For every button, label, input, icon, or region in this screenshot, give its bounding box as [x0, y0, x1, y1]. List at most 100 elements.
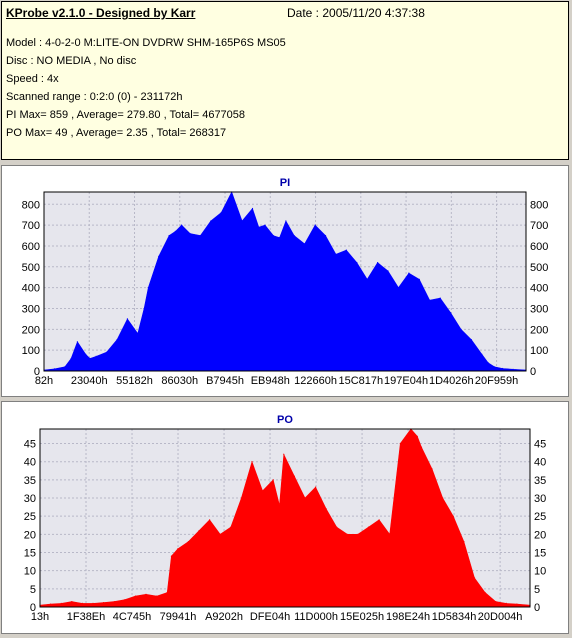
y-tick-label-right: 40 — [534, 457, 546, 469]
data-point — [387, 270, 389, 272]
data-point — [473, 577, 476, 579]
data-point — [126, 318, 128, 320]
data-point — [53, 368, 56, 370]
data-point — [177, 548, 179, 550]
data-point — [262, 490, 264, 492]
y-tick-label-right: 400 — [530, 283, 548, 295]
data-point — [170, 555, 172, 557]
data-point — [314, 224, 316, 226]
data-point — [143, 307, 145, 310]
y-tick-label-right: 500 — [530, 262, 548, 274]
data-point — [416, 435, 418, 437]
data-point — [357, 533, 359, 535]
y-tick-label-right: 5 — [534, 584, 540, 596]
data-point — [470, 339, 472, 341]
plot-frame — [39, 428, 531, 608]
data-point — [81, 602, 83, 604]
data-point — [189, 232, 191, 235]
data-point — [174, 230, 176, 232]
y-tick-label-right: 35 — [534, 475, 546, 487]
y-tick-label-right: 30 — [534, 493, 546, 505]
x-tick-label: 1F38Eh — [67, 611, 106, 623]
data-point — [137, 332, 139, 335]
x-tick-label: 23040h — [71, 375, 108, 387]
data-point — [484, 591, 486, 594]
data-point — [325, 508, 327, 510]
data-point — [70, 357, 72, 360]
data-point — [71, 601, 73, 603]
data-point — [103, 602, 105, 604]
y-tick-label-right: 300 — [530, 303, 548, 315]
data-point — [378, 519, 380, 521]
data-point — [420, 446, 423, 448]
x-tick-label: 197E04h — [384, 375, 428, 387]
x-tick-label: 13h — [31, 611, 49, 623]
data-point — [389, 533, 391, 535]
data-point — [240, 497, 242, 499]
x-tick-label: 15C817h — [338, 375, 383, 387]
y-tick-label-left: 5 — [30, 584, 36, 596]
data-point — [85, 353, 87, 355]
x-tick-label: 79941h — [160, 611, 197, 623]
data-point — [495, 601, 497, 603]
y-tick-label-right: 45 — [534, 439, 546, 451]
data-point — [113, 601, 115, 603]
data-point — [156, 595, 158, 597]
y-tick-label-left: 600 — [22, 241, 40, 253]
y-tick-label-left: 0 — [30, 602, 36, 614]
data-point — [283, 453, 285, 455]
data-point — [168, 235, 170, 237]
data-point — [210, 220, 212, 222]
data-point — [64, 366, 66, 368]
data-point — [187, 541, 189, 543]
data-point — [463, 541, 465, 543]
data-point — [181, 224, 183, 226]
data-point — [505, 602, 507, 604]
data-point — [293, 475, 295, 477]
data-point — [199, 235, 201, 237]
x-tick-label: A9202h — [205, 611, 243, 623]
model-line: Model : 4-0-2-0 M:LITE-ON DVDRW SHM-165P… — [6, 37, 286, 49]
data-point — [264, 224, 266, 226]
data-point — [366, 278, 368, 280]
data-point — [493, 366, 495, 368]
info-panel: KProbe v2.1.0 - Designed by Karr Date : … — [1, 1, 569, 160]
data-point — [452, 515, 454, 517]
data-point — [285, 220, 287, 222]
pi-chart: PI 0 0 100 100 200 200 300 300 400 400 500 500 600 600… — [22, 177, 549, 387]
x-tick-label: 20F959h — [475, 375, 518, 387]
data-point — [516, 603, 518, 605]
x-tick-label: 15E025h — [340, 611, 384, 623]
data-point — [89, 357, 91, 360]
scanned-range-line: Scanned range : 0:2:0 (0) - 231172h — [6, 91, 183, 103]
x-tick-label: 1D5834h — [432, 611, 477, 623]
data-point — [147, 287, 149, 289]
data-point — [336, 526, 338, 528]
data-point — [345, 249, 347, 251]
data-point — [356, 262, 358, 264]
po-stats-line: PO Max= 49 , Average= 2.35 , Total= 2683… — [6, 127, 227, 139]
data-point — [315, 486, 317, 488]
data-point — [124, 599, 126, 601]
y-tick-label-left: 30 — [24, 493, 36, 505]
y-tick-label-left: 700 — [22, 220, 40, 232]
x-tick-label: 122660h — [294, 375, 337, 387]
y-tick-label-right: 25 — [534, 511, 546, 523]
data-point — [145, 593, 147, 595]
data-point — [251, 207, 254, 210]
y-tick-label-left: 10 — [24, 566, 36, 578]
data-point — [399, 442, 401, 445]
y-tick-label-right: 200 — [530, 324, 548, 336]
data-point — [220, 212, 222, 214]
x-tick-label: 86030h — [161, 375, 198, 387]
data-point — [304, 497, 306, 499]
data-point — [92, 602, 94, 604]
y-tick-label-left: 25 — [24, 511, 36, 523]
y-tick-label-left: 15 — [24, 548, 36, 560]
data-point — [502, 367, 504, 370]
x-tick-label: 82h — [35, 375, 53, 387]
y-tick-label-left: 500 — [22, 262, 40, 274]
data-point — [377, 262, 379, 264]
data-point — [512, 368, 514, 370]
x-tick-label: 55182h — [116, 375, 153, 387]
